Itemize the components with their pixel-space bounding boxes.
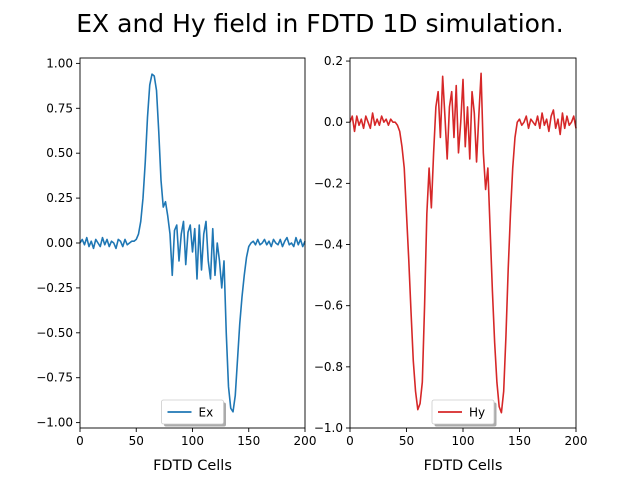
ex-y-tick-label: 0.75 [46,101,73,115]
hy-y-tick-label: −1.0 [314,421,343,435]
ex-x-tick-label: 0 [76,434,84,448]
ex-x-tick-label: 150 [237,434,260,448]
hy-x-tick-label: 150 [508,434,531,448]
ex-y-tick-label: −0.50 [36,326,73,340]
ex-x-tick-label: 200 [294,434,317,448]
hy-x-tick-label: 50 [399,434,414,448]
hy-y-tick-label: −0.4 [314,238,343,252]
hy-y-tick-label: −0.8 [314,360,343,374]
hy-series-line [349,72,577,414]
hy-legend-label: Hy [469,406,485,420]
ex-x-tick-label: 100 [181,434,204,448]
hy-field-plot: 0 50 100 150 200 0.2 0.0 −0.2 −0.4 −0.6 −0.8 −1.0 FD… [314,54,588,474]
figure-title: EX and Hy field in FDTD 1D simulation. [76,9,564,38]
hy-x-axis-label: FDTD Cells [424,458,503,474]
ex-legend-label: Ex [199,406,214,420]
ex-y-tick-label: −0.75 [36,371,73,385]
ex-x-tick-label: 50 [129,434,144,448]
hy-y-tick-label: 0.2 [324,54,343,68]
ex-field-plot: 0 50 100 150 200 1.00 0.75 0.50 0.25 0.00 −0.25 −0.… [36,56,316,474]
ex-series-line [79,73,306,413]
hy-x-tick-label: 100 [452,434,475,448]
ex-y-tick-label: 0.50 [46,146,73,160]
hy-x-tick-label: 200 [565,434,588,448]
hy-y-tick-label: −0.6 [314,299,343,313]
ex-y-tick-label: 1.00 [46,56,73,70]
ex-y-tick-label: −1.00 [36,416,73,430]
ex-x-axis-label: FDTD Cells [153,458,232,474]
ex-y-tick-label: 0.00 [46,236,73,250]
ex-y-tick-label: 0.25 [46,191,73,205]
hy-x-tick-label: 0 [346,434,354,448]
ex-y-tick-label: −0.25 [36,281,73,295]
hy-y-tick-label: 0.0 [324,115,343,129]
ex-legend-box [161,399,224,425]
hy-y-tick-label: −0.2 [314,176,343,190]
hy-legend-box [431,399,495,425]
